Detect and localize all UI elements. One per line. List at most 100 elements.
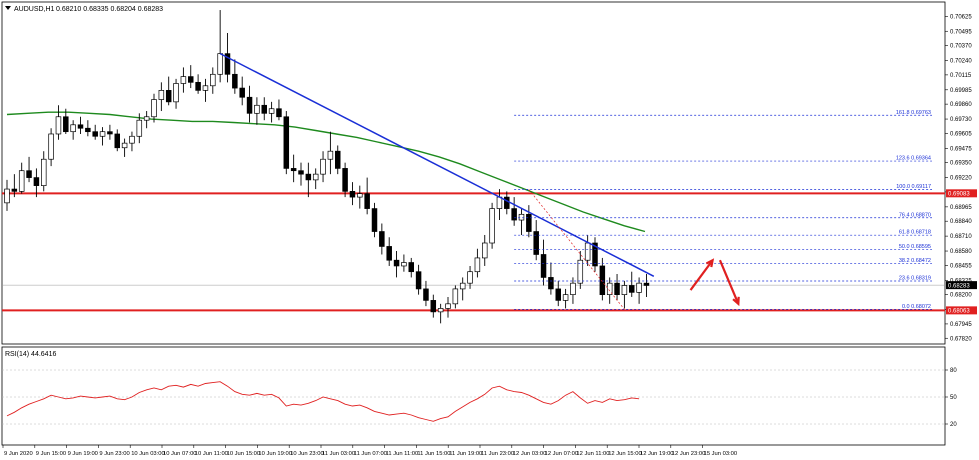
level-price-tag[interactable] (946, 189, 977, 198)
candle[interactable] (570, 277, 576, 304)
candle[interactable] (393, 251, 400, 278)
candle[interactable] (459, 277, 466, 301)
candle[interactable] (452, 285, 459, 309)
candle[interactable] (482, 234, 488, 266)
candle[interactable] (379, 223, 385, 255)
candle[interactable] (63, 108, 69, 134)
candle[interactable] (371, 202, 378, 238)
candle[interactable] (33, 168, 40, 198)
candle[interactable] (107, 124, 113, 140)
candle[interactable] (628, 271, 635, 297)
candle-body (283, 116, 290, 169)
candle[interactable] (599, 257, 606, 301)
candle[interactable] (636, 277, 642, 304)
candle[interactable] (577, 251, 584, 289)
candle[interactable] (621, 280, 628, 309)
candle[interactable] (202, 78, 209, 102)
rsi-line[interactable] (6, 381, 640, 422)
candle[interactable] (165, 76, 172, 106)
candle[interactable] (26, 156, 32, 183)
candle-body (401, 262, 407, 267)
candle[interactable] (136, 113, 143, 144)
candle[interactable] (143, 111, 150, 129)
candle[interactable] (188, 65, 194, 89)
candle[interactable] (18, 162, 25, 194)
candle-body (415, 271, 422, 290)
candle[interactable] (99, 127, 106, 146)
candle[interactable] (40, 151, 47, 192)
candle[interactable] (180, 67, 187, 93)
candle[interactable] (489, 202, 495, 249)
candle[interactable] (467, 265, 473, 289)
candle[interactable] (357, 185, 363, 209)
candle[interactable] (77, 116, 84, 134)
candle-body (459, 282, 466, 290)
candle[interactable] (533, 220, 539, 261)
candle[interactable] (151, 93, 157, 123)
candle[interactable] (423, 280, 429, 307)
candle[interactable] (342, 162, 348, 198)
candle[interactable] (335, 145, 341, 175)
candle[interactable] (173, 78, 179, 109)
candle[interactable] (290, 154, 297, 183)
candle[interactable] (430, 294, 437, 318)
candle[interactable] (643, 273, 650, 297)
candle[interactable] (4, 179, 10, 211)
candle[interactable] (445, 296, 451, 318)
candle[interactable] (158, 82, 165, 112)
candle[interactable] (246, 85, 253, 123)
candle[interactable] (320, 151, 326, 183)
candle[interactable] (526, 205, 532, 238)
bearish-trendline[interactable] (219, 52, 655, 277)
candle[interactable] (239, 76, 245, 106)
candle[interactable] (268, 101, 275, 123)
symbol-menu-icon[interactable] (5, 6, 11, 10)
candle[interactable] (55, 105, 62, 140)
candle[interactable] (305, 162, 312, 198)
candle-body (577, 259, 584, 284)
candle[interactable] (121, 138, 128, 157)
candle[interactable] (386, 237, 392, 266)
candle[interactable] (437, 303, 444, 324)
candle[interactable] (312, 168, 319, 190)
candle[interactable] (614, 273, 620, 301)
rsi-frame[interactable] (1, 346, 946, 446)
level-price-tag[interactable] (946, 306, 977, 315)
candle[interactable] (540, 239, 547, 286)
candle[interactable] (474, 248, 481, 278)
candle[interactable] (364, 177, 370, 215)
candle[interactable] (548, 262, 554, 295)
time-tick-label: 12 Jun 19:00 (640, 451, 674, 457)
candle[interactable] (85, 120, 91, 137)
candle[interactable] (555, 280, 561, 307)
candle[interactable] (254, 97, 260, 125)
candle[interactable] (276, 99, 282, 121)
candle[interactable] (401, 254, 407, 272)
candle[interactable] (349, 182, 356, 206)
candle[interactable] (232, 59, 238, 94)
candle[interactable] (114, 129, 120, 152)
candle[interactable] (511, 197, 517, 226)
candle[interactable] (210, 67, 216, 94)
candle[interactable] (195, 74, 201, 94)
candle[interactable] (592, 237, 598, 272)
candle[interactable] (327, 131, 334, 175)
candle[interactable] (415, 264, 422, 295)
candle[interactable] (408, 257, 415, 278)
candle[interactable] (48, 128, 54, 167)
forecast-arrow[interactable] (689, 258, 715, 291)
forecast-arrow[interactable] (718, 259, 740, 307)
last-price-tag[interactable] (946, 281, 977, 290)
candle[interactable] (283, 111, 290, 175)
candle[interactable] (70, 120, 76, 140)
candle-body (63, 116, 69, 133)
candle[interactable] (261, 97, 268, 121)
candle[interactable] (562, 288, 569, 309)
moving-average-line[interactable] (6, 111, 646, 233)
candle[interactable] (298, 162, 304, 186)
candle[interactable] (129, 131, 135, 152)
candle[interactable] (11, 174, 18, 198)
price-chart-frame[interactable] (1, 1, 946, 345)
candle[interactable] (92, 124, 98, 140)
candle[interactable] (518, 208, 525, 235)
